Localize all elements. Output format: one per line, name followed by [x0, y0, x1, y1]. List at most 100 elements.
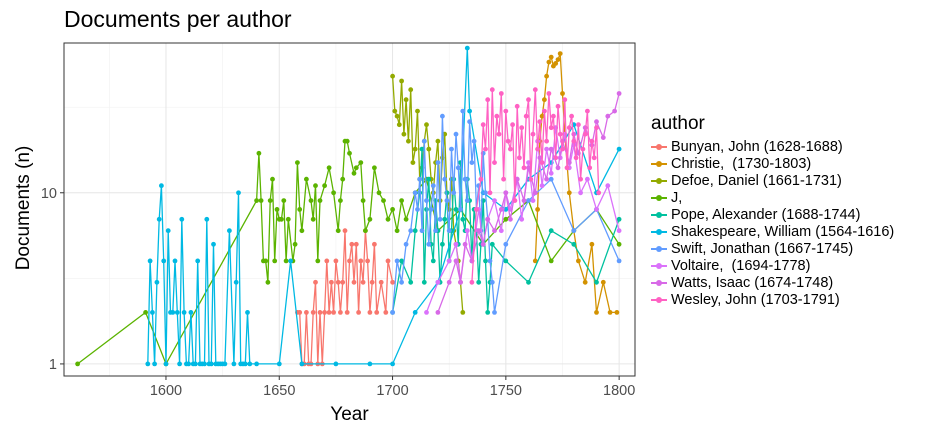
data-point: [548, 125, 554, 131]
data-point: [279, 216, 284, 222]
data-point: [274, 207, 280, 212]
series-layer: [75, 45, 622, 367]
data-point: [532, 190, 538, 196]
data-point: [528, 176, 534, 182]
data-point: [571, 241, 577, 247]
data-point: [519, 216, 525, 222]
data-point: [256, 150, 262, 156]
data-point: [571, 138, 577, 144]
data-point: [315, 258, 321, 264]
data-point: [433, 228, 438, 234]
data-point: [542, 108, 547, 114]
legend-item: Christie, (1730-1803): [651, 155, 894, 172]
data-point: [560, 146, 565, 152]
data-point: [401, 131, 407, 137]
data-point: [455, 165, 461, 171]
data-point: [460, 108, 466, 114]
legend-item: Shakespeare, William (1564-1616): [651, 223, 894, 240]
data-point: [460, 216, 466, 222]
data-point: [408, 279, 414, 285]
data-point: [539, 183, 545, 189]
data-point: [594, 310, 599, 315]
data-point: [408, 87, 414, 93]
data-point: [338, 310, 343, 315]
data-point: [453, 207, 459, 212]
data-point: [270, 176, 275, 182]
data-point: [288, 258, 293, 264]
data-point: [453, 241, 459, 247]
data-point: [566, 125, 572, 131]
data-point: [526, 97, 531, 103]
data-point: [467, 108, 472, 114]
data-point: [179, 216, 185, 222]
legend-label: Pope, Alexander (1688-1744): [671, 206, 861, 223]
legend-key-point: [656, 160, 662, 167]
legend-label: Swift, Jonathan (1667-1745): [671, 241, 854, 258]
data-point: [612, 108, 617, 114]
legend-item: Defoe, Daniel (1661-1731): [651, 172, 894, 189]
data-point: [374, 310, 380, 315]
data-point: [376, 190, 382, 196]
data-point: [372, 241, 377, 247]
data-point: [353, 241, 359, 247]
data-point: [467, 119, 472, 125]
data-point: [435, 310, 441, 315]
data-point: [444, 198, 450, 204]
data-point: [265, 279, 271, 285]
data-point: [548, 228, 554, 234]
data-point: [428, 207, 434, 212]
data-point: [464, 228, 470, 234]
panel-border: [63, 42, 636, 377]
data-point: [487, 190, 493, 196]
data-point: [478, 176, 484, 182]
data-point: [492, 310, 497, 315]
data-point: [322, 183, 327, 189]
legend-key: [651, 176, 667, 186]
legend-label: Defoe, Daniel (1661-1731): [671, 172, 842, 189]
data-point: [211, 241, 216, 247]
legend-item: Watts, Isaac (1674-1748): [651, 275, 894, 292]
data-point: [360, 279, 366, 285]
data-point: [483, 146, 488, 152]
data-point: [532, 87, 538, 93]
data-point: [394, 258, 400, 264]
data-point: [537, 155, 543, 161]
data-point: [272, 258, 278, 264]
data-point: [600, 279, 606, 285]
legend-label: Christie, (1730-1803): [671, 155, 812, 172]
data-point: [204, 216, 210, 222]
chart-title: Documents per author: [64, 6, 292, 32]
data-point: [233, 279, 239, 285]
data-point: [464, 198, 470, 204]
legend-label: Wesley, John (1703-1791): [671, 292, 840, 309]
x-tick-label: 1750: [490, 383, 522, 399]
data-point: [480, 122, 486, 128]
data-point: [383, 310, 389, 315]
legend-key: [651, 278, 667, 288]
x-tick-label: 1700: [376, 383, 408, 399]
data-point: [313, 183, 318, 189]
data-point: [143, 310, 149, 315]
data-point: [147, 258, 153, 264]
data-point: [616, 91, 622, 96]
data-point: [390, 361, 395, 367]
data-point: [295, 160, 300, 166]
data-point: [474, 207, 479, 212]
data-point: [202, 361, 207, 367]
data-point: [494, 113, 500, 119]
data-point: [557, 51, 563, 56]
data-point: [396, 122, 402, 128]
data-point: [548, 176, 554, 182]
data-point: [594, 279, 599, 285]
data-point: [503, 190, 509, 196]
data-point: [526, 198, 531, 204]
data-point: [578, 176, 583, 182]
data-point: [487, 258, 493, 264]
data-point: [503, 258, 509, 264]
data-point: [267, 198, 273, 204]
data-point: [435, 279, 441, 285]
data-point: [471, 138, 477, 144]
data-point: [154, 279, 160, 285]
data-point: [299, 228, 305, 234]
data-point: [360, 198, 366, 204]
